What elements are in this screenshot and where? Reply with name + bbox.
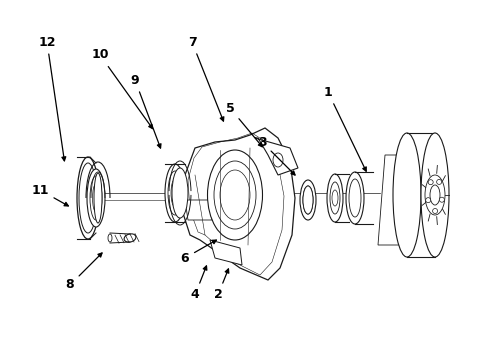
Circle shape — [440, 197, 444, 202]
Ellipse shape — [430, 185, 440, 205]
Polygon shape — [182, 128, 295, 280]
Ellipse shape — [171, 179, 179, 207]
Ellipse shape — [165, 164, 185, 222]
Ellipse shape — [393, 133, 421, 257]
Ellipse shape — [207, 150, 263, 240]
Ellipse shape — [124, 234, 136, 242]
Text: 7: 7 — [188, 36, 224, 121]
Ellipse shape — [77, 157, 99, 239]
Ellipse shape — [346, 172, 364, 224]
Polygon shape — [378, 155, 415, 245]
Text: 10: 10 — [91, 49, 152, 129]
Text: 12: 12 — [38, 36, 66, 161]
Ellipse shape — [300, 180, 316, 220]
Ellipse shape — [79, 163, 97, 233]
Ellipse shape — [425, 175, 445, 215]
Ellipse shape — [332, 190, 338, 206]
Circle shape — [433, 208, 438, 213]
Ellipse shape — [172, 168, 188, 218]
Ellipse shape — [168, 171, 182, 215]
Polygon shape — [210, 240, 242, 265]
Text: 11: 11 — [31, 184, 69, 206]
Text: 5: 5 — [225, 102, 262, 147]
Text: 1: 1 — [323, 85, 366, 171]
Circle shape — [426, 198, 431, 203]
Text: 2: 2 — [214, 269, 229, 302]
Ellipse shape — [303, 186, 313, 214]
Text: 4: 4 — [191, 266, 207, 302]
Polygon shape — [185, 200, 212, 220]
Circle shape — [437, 179, 441, 184]
Ellipse shape — [214, 161, 256, 229]
Ellipse shape — [87, 169, 105, 227]
Polygon shape — [255, 138, 298, 175]
Circle shape — [428, 180, 433, 185]
Text: 9: 9 — [131, 73, 161, 148]
Ellipse shape — [303, 186, 313, 214]
Ellipse shape — [349, 179, 361, 217]
Ellipse shape — [90, 176, 102, 220]
Ellipse shape — [421, 133, 449, 257]
Text: 3: 3 — [258, 135, 295, 175]
Text: 8: 8 — [66, 253, 102, 292]
Ellipse shape — [220, 170, 250, 220]
Ellipse shape — [108, 234, 112, 242]
Text: 6: 6 — [181, 240, 217, 265]
Ellipse shape — [93, 184, 99, 212]
Ellipse shape — [273, 153, 283, 167]
Ellipse shape — [94, 173, 102, 223]
Ellipse shape — [330, 182, 340, 214]
Ellipse shape — [327, 174, 343, 222]
